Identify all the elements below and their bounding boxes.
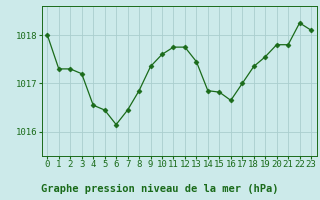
Text: Graphe pression niveau de la mer (hPa): Graphe pression niveau de la mer (hPa): [41, 184, 279, 194]
